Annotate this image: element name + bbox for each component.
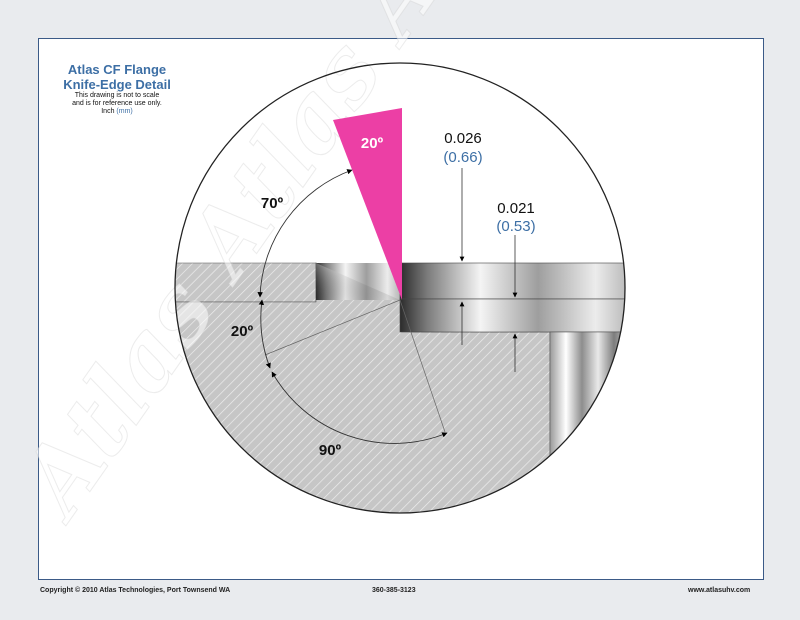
- units-mm: (mm): [116, 108, 133, 115]
- reference-note: and is for reference use only.: [72, 100, 162, 107]
- units-note: Inch (mm): [52, 108, 182, 116]
- scale-note: This drawing is not to scale: [74, 92, 160, 99]
- footer-phone: 360-385-3123: [372, 587, 416, 594]
- footer-website[interactable]: www.atlasuhv.com: [688, 587, 751, 594]
- title-block: Atlas CF Flange Knife-Edge Detail This d…: [52, 62, 182, 116]
- detail-circle: [174, 62, 626, 514]
- angle-guide-lower: [264, 299, 401, 356]
- drawing-subtitle: Knife-Edge Detail: [63, 77, 171, 92]
- drawing-title: Atlas CF Flange: [67, 62, 167, 77]
- tube-bore: [549, 331, 625, 513]
- knife-angle-label: 20º: [361, 135, 384, 152]
- upper-angle-arc: [257, 169, 353, 298]
- upper-angle-label: 70º: [261, 195, 284, 212]
- gap-inch: 0.021: [497, 200, 535, 217]
- footer-copyright: Copyright © 2010 Atlas Technologies, Por…: [40, 587, 231, 594]
- gap-mm: (0.53): [496, 218, 535, 235]
- lower-left-angle-label: 20º: [231, 323, 254, 340]
- lower-left-angle-arc: [258, 299, 271, 369]
- bottom-angle-label: 90º: [319, 442, 342, 459]
- groove-depth-inch: 0.026: [444, 130, 482, 147]
- flange-face-band: [399, 298, 625, 333]
- groove-depth-mm: (0.66): [443, 149, 482, 166]
- units-inch: Inch: [101, 108, 115, 115]
- bottom-angle-arc: [271, 371, 448, 444]
- knife-edge-wedge: [333, 108, 402, 300]
